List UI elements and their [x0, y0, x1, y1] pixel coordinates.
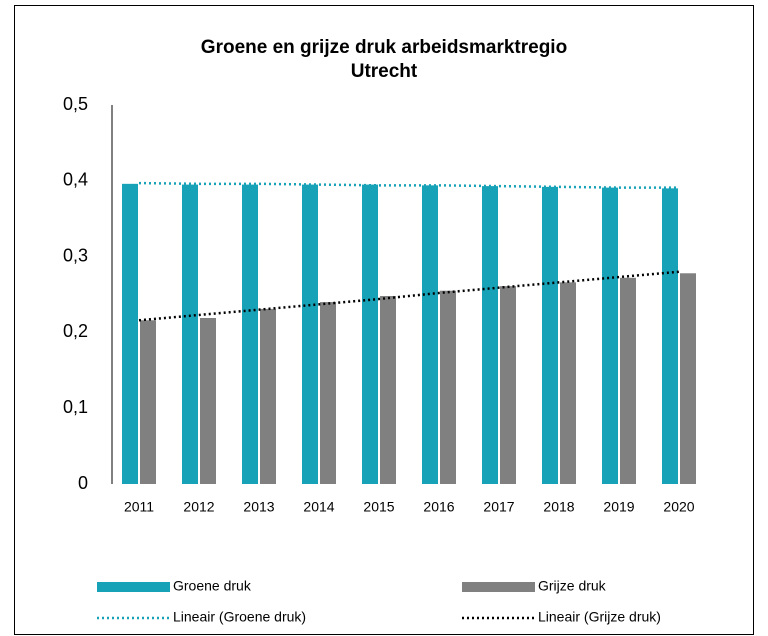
trend-line	[138, 270, 680, 322]
bar	[422, 185, 438, 484]
y-tick-label: 0,4	[63, 170, 88, 190]
x-tick-label: 2016	[423, 499, 454, 515]
bar	[680, 273, 696, 484]
chart-title: Groene en grijze druk arbeidsmarktregio U…	[201, 37, 567, 82]
bar	[182, 184, 198, 484]
x-tick-label: 2020	[663, 499, 694, 515]
legend-label: Groene druk	[173, 578, 252, 594]
bar	[500, 286, 516, 484]
y-tick-label: 0,3	[63, 245, 88, 265]
bar	[482, 186, 498, 484]
legend-swatch	[97, 582, 170, 592]
bar	[380, 296, 396, 484]
bar	[260, 308, 276, 484]
legend-label: Lineair (Grijze druk)	[538, 609, 661, 625]
legend-label: Lineair (Groene druk)	[173, 609, 306, 625]
x-tick-label: 2019	[603, 499, 634, 515]
x-tick-label: 2013	[243, 499, 274, 515]
y-tick-label: 0,1	[63, 397, 88, 417]
legend-label: Grijze druk	[538, 578, 607, 594]
legend-item: Lineair (Groene druk)	[97, 609, 306, 625]
bar	[362, 184, 378, 484]
legend-item: Groene druk	[97, 578, 252, 594]
x-tick-label: 2017	[483, 499, 514, 515]
x-tick-label: 2011	[124, 499, 154, 515]
y-tick-label: 0,2	[63, 321, 88, 341]
bar	[440, 290, 456, 484]
y-tick-label: 0	[78, 473, 88, 493]
trend-line	[138, 181, 679, 189]
bar	[602, 187, 618, 484]
bar	[620, 277, 636, 484]
x-tick-label: 2012	[183, 499, 214, 515]
bar	[560, 282, 576, 484]
bar	[140, 320, 156, 484]
bar	[302, 184, 318, 484]
bar	[200, 317, 216, 484]
bar	[122, 183, 138, 484]
x-tick-label: 2018	[543, 499, 574, 515]
bar	[320, 302, 336, 484]
legend-item: Lineair (Grijze druk)	[462, 609, 661, 625]
x-tick-label: 2014	[303, 499, 334, 515]
bar	[662, 188, 678, 484]
legend-swatch	[462, 582, 535, 592]
legend-item: Grijze druk	[462, 578, 607, 594]
bar	[542, 186, 558, 484]
bar	[242, 184, 258, 484]
y-tick-label: 0,5	[63, 94, 88, 114]
x-tick-label: 2015	[363, 499, 394, 515]
